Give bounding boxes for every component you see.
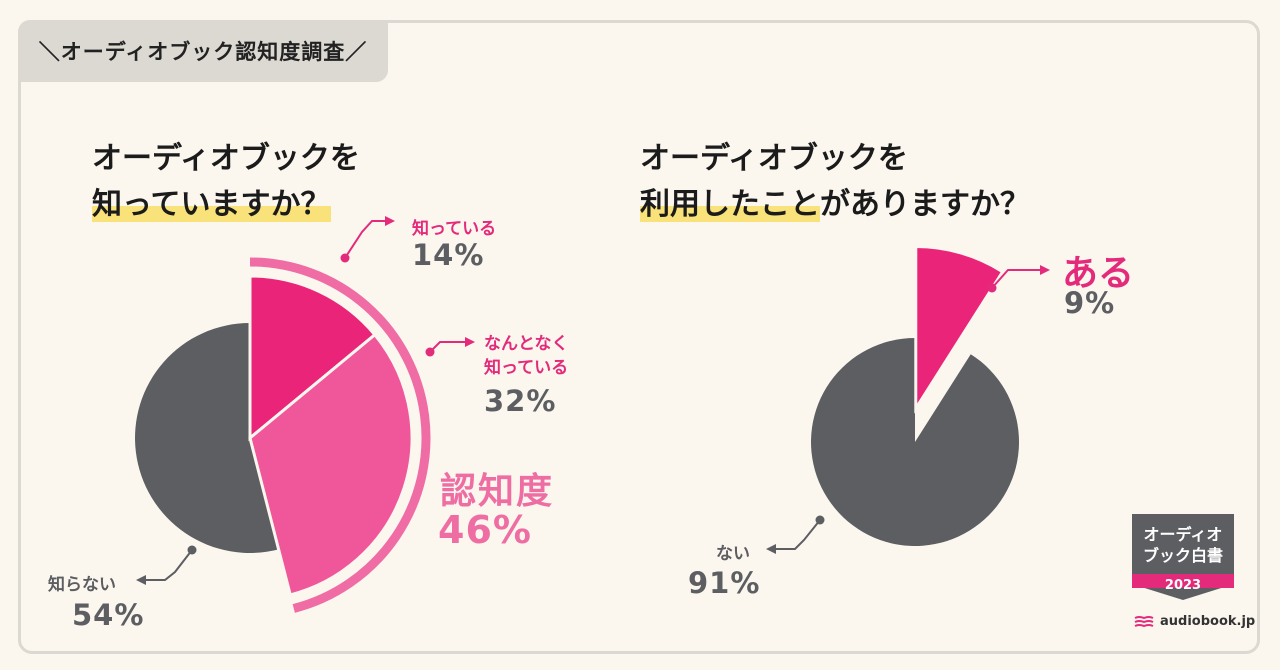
badge-title: オーディオ ブック白書 — [1128, 524, 1238, 566]
whitepaper-badge — [1132, 514, 1234, 600]
leader-lines — [136, 216, 1050, 585]
value-unknown: 54% — [72, 598, 145, 632]
left-question: オーディオブックを 知っていますか？ — [92, 136, 360, 228]
slice-yes — [914, 245, 1005, 414]
slice-unknown — [135, 323, 279, 553]
value-know: 14% — [412, 238, 485, 272]
awareness-arc — [249, 257, 431, 613]
badge-line2: ブック白書 — [1142, 546, 1223, 565]
survey-title: ＼オーディオブック認知度調査／ — [18, 20, 388, 82]
leader-know-dot — [340, 253, 350, 263]
label-know: 知っている — [412, 219, 497, 239]
label-awareness: 認知度 — [440, 471, 555, 512]
left-pie — [135, 257, 431, 613]
leader-somewhat-dot — [425, 347, 435, 357]
value-no: 91% — [688, 566, 761, 600]
leader-know — [344, 220, 385, 259]
slice-know — [248, 274, 377, 442]
label-no: ない — [716, 544, 750, 564]
badge-line1: オーディオ — [1143, 525, 1223, 544]
leader-yes — [991, 269, 1040, 289]
right-pie — [811, 245, 1020, 546]
right-question-line1: オーディオブックを — [640, 141, 908, 176]
brand: audiobook.jp — [1134, 614, 1255, 629]
leader-no-dot — [815, 515, 825, 525]
value-yes: 9% — [1064, 286, 1116, 320]
value-somewhat: 32% — [484, 384, 557, 418]
right-question: オーディオブックを 利用したことがありますか？ — [640, 136, 1030, 228]
leader-no-arrow — [766, 544, 776, 554]
label-unknown: 知らない — [48, 575, 116, 595]
leader-unknown-dot — [187, 545, 197, 555]
label-somewhat: なんとなく 知っている — [484, 334, 569, 378]
brand-name: audiobook.jp — [1160, 614, 1256, 629]
slice-somewhat — [248, 332, 414, 597]
left-question-line2: 知っていますか？ — [92, 187, 331, 222]
label-yes: ある — [1062, 253, 1135, 294]
slice-no — [811, 338, 1020, 546]
right-question-rest: がありますか？ — [820, 187, 1030, 222]
leader-somewhat-arrow — [465, 337, 475, 347]
value-awareness: 46% — [438, 508, 532, 552]
leader-know-arrow — [385, 216, 395, 226]
left-question-line1: オーディオブックを — [92, 141, 360, 176]
leader-yes-dot — [987, 283, 997, 293]
leader-no — [776, 519, 821, 550]
leader-somewhat — [429, 341, 465, 353]
right-question-highlight: 利用したこと — [640, 187, 820, 222]
leader-unknown-arrow — [136, 575, 146, 585]
book-icon — [1134, 615, 1154, 627]
leader-unknown — [146, 549, 193, 581]
badge-year: 2023 — [1164, 578, 1202, 593]
leader-yes-arrow — [1040, 265, 1050, 275]
